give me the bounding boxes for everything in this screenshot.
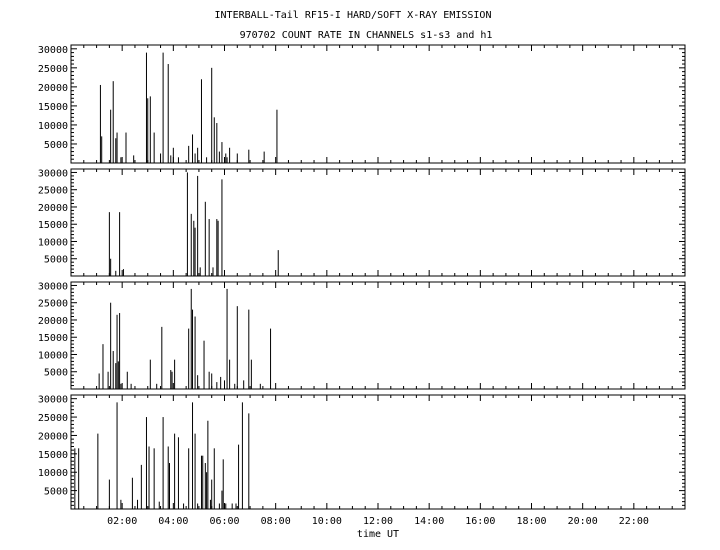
x-axis: 02:00 04:00 06:00 08:00 10:00 12:00 14:00 16:00… [107,516,649,527]
y-tick-label: 25000 [38,186,68,197]
y-tick-label: 30000 [38,168,68,179]
panel-4: 5000 10000 15000 20000 25000 30000 [38,394,686,510]
x-axis-label: time UT [357,529,399,540]
y-tick-label: 15000 [38,450,68,461]
y-tick-label: 25000 [38,413,68,424]
y-tick-label: 20000 [38,431,68,442]
y-tick-label: 10000 [38,350,68,361]
y-tick-label: 10000 [38,121,68,132]
x-tick-label: 22:00 [619,516,649,527]
x-tick-label: 04:00 [158,516,188,527]
y-tick-label: 25000 [38,64,68,75]
x-tick-label: 16:00 [465,516,495,527]
chart-panels: 5000 10000 15000 20000 25000 30000 5000 10000 15… [38,44,686,510]
y-tick-label: 5000 [44,255,68,266]
y-tick-label: 15000 [38,220,68,231]
y-tick-label: 20000 [38,316,68,327]
y-tick-label: 30000 [38,45,68,56]
y-tick-label: 25000 [38,299,68,310]
y-tick-label: 30000 [38,395,68,406]
x-tick-label: 02:00 [107,516,137,527]
x-tick-label: 08:00 [261,516,291,527]
y-tick-label: 10000 [38,237,68,248]
y-tick-label: 5000 [44,368,68,379]
panel-1: 5000 10000 15000 20000 25000 30000 [38,44,686,164]
panel-2-frame [70,168,686,277]
x-tick-label: 06:00 [209,516,239,527]
x-tick-label: 18:00 [516,516,546,527]
y-tick-label: 5000 [44,140,68,151]
panel-2: 5000 10000 15000 20000 25000 30000 [38,168,686,277]
panel-3: 5000 10000 15000 20000 25000 30000 [38,281,686,390]
y-tick-label: 5000 [44,487,68,498]
x-tick-label: 10:00 [312,516,342,527]
x-tick-label: 12:00 [363,516,393,527]
x-tick-label: 14:00 [414,516,444,527]
y-tick-label: 10000 [38,468,68,479]
y-tick-label: 15000 [38,102,68,113]
panel-3-frame [70,281,686,390]
y-tick-label: 20000 [38,203,68,214]
x-tick-label: 20:00 [568,516,598,527]
chart-subtitle: 970702 COUNT RATE IN CHANNELS s1-s3 and … [240,30,493,41]
y-tick-label: 30000 [38,281,68,292]
y-tick-label: 15000 [38,333,68,344]
chart-title: INTERBALL-Tail RF15-I HARD/SOFT X-RAY EM… [215,10,492,21]
y-tick-label: 20000 [38,83,68,94]
